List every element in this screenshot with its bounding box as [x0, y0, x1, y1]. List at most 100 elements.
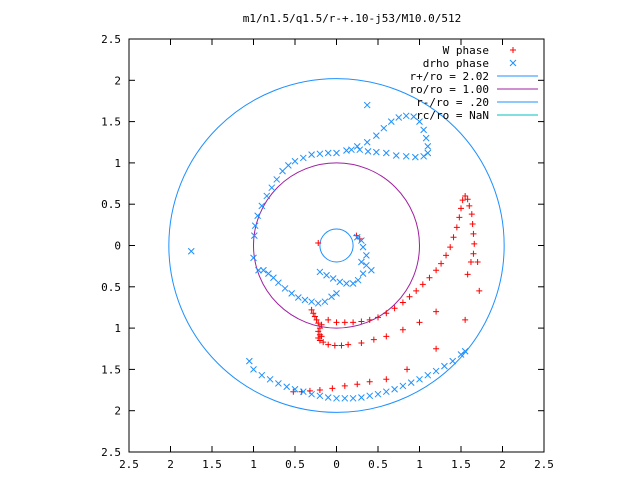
- w-phase-point: [338, 342, 345, 349]
- w-phase-point: [383, 376, 390, 383]
- drho-phase-point: [353, 143, 361, 150]
- drho-phase-point: [268, 184, 276, 192]
- drho-phase-point: [391, 385, 398, 393]
- drho-phase-point: [275, 279, 282, 287]
- drho-phase-point: [314, 299, 322, 307]
- drho-phase-point: [372, 132, 380, 139]
- w-phase-point: [308, 306, 315, 313]
- w-phase-point: [358, 339, 365, 346]
- drho-phase-point: [395, 114, 403, 121]
- drho-phase-point: [349, 394, 357, 402]
- drho-phase-point: [343, 280, 350, 287]
- legend-label: drho phase: [423, 57, 489, 70]
- w-phase-point: [315, 240, 322, 247]
- w-phase-point: [476, 287, 483, 294]
- reference-circle: [168, 78, 505, 413]
- w-phase-point: [325, 316, 332, 323]
- drho-phase-point: [308, 298, 315, 306]
- drho-phase-point: [402, 152, 410, 160]
- w-phase-point: [469, 221, 476, 228]
- drho-phase-point: [387, 118, 395, 125]
- drho-phase-point: [329, 275, 337, 282]
- w-phase-point: [433, 345, 440, 352]
- w-phase-point: [399, 299, 406, 306]
- w-phase-point: [433, 308, 440, 315]
- w-phase-point: [443, 252, 450, 259]
- w-phase-point: [290, 388, 297, 395]
- w-phase-point: [366, 378, 373, 385]
- drho-phase-point: [422, 134, 430, 142]
- y-tick-label: 0.5: [101, 198, 121, 211]
- x-tick-label: 2.5: [119, 458, 139, 471]
- drho-phase-point: [260, 266, 267, 274]
- drho-phase-point: [255, 266, 262, 274]
- drho-phase-point: [250, 232, 258, 239]
- w-phase-point: [313, 316, 320, 323]
- w-phase-point: [325, 341, 332, 348]
- drho-phase-point: [416, 375, 423, 383]
- drho-phase-point: [254, 212, 262, 220]
- drho-phase-point: [353, 233, 361, 241]
- drho-phase-point: [356, 146, 364, 154]
- drho-phase-point: [424, 371, 432, 379]
- drho-phase-point: [420, 126, 428, 134]
- drho-phase-point: [432, 367, 440, 375]
- drho-phase-point: [410, 113, 418, 120]
- w-phase-point: [413, 287, 420, 294]
- w-phase-point: [310, 310, 317, 317]
- reference-circle: [319, 228, 354, 263]
- w-phase-point: [341, 319, 348, 326]
- w-phase-point: [399, 326, 406, 333]
- legend-label: W phase: [443, 44, 489, 57]
- drho-phase-point: [323, 271, 330, 279]
- w-phase-point: [471, 240, 478, 247]
- legend-label: r-/ro = .20: [416, 96, 489, 109]
- drho-phase-point: [341, 394, 349, 402]
- w-phase-point: [453, 224, 460, 231]
- w-phase-point: [311, 313, 318, 320]
- w-phase-point: [315, 320, 322, 327]
- y-tick-label: 0: [114, 240, 121, 253]
- x-tick-label: 0: [333, 458, 340, 471]
- w-phase-point: [438, 260, 445, 267]
- w-phase-point: [318, 333, 325, 340]
- w-phase-point: [467, 259, 474, 266]
- drho-phase-point: [368, 266, 375, 274]
- w-phase-point: [466, 202, 473, 209]
- drho-phase-point: [358, 394, 365, 401]
- w-phase-point: [315, 328, 322, 335]
- drho-phase-point: [279, 167, 286, 175]
- drho-phase-point: [441, 362, 448, 370]
- drho-phase-point: [316, 392, 324, 400]
- x-tick-label: 1.5: [451, 458, 471, 471]
- drho-phase-point: [291, 157, 299, 165]
- w-phase-point: [383, 333, 390, 340]
- drho-phase-point: [411, 153, 419, 161]
- w-phase-point: [447, 244, 454, 251]
- drho-phase-point: [308, 151, 315, 158]
- w-phase-point: [406, 293, 413, 300]
- drho-phase-point: [316, 268, 324, 276]
- w-phase-point: [510, 47, 516, 53]
- w-phase-point: [464, 196, 471, 203]
- y-tick-label: 2.5: [101, 33, 121, 46]
- drho-phase-point: [328, 293, 335, 301]
- drho-phase-point: [374, 390, 382, 398]
- drho-phase-point: [366, 392, 374, 400]
- drho-phase-point: [291, 385, 299, 393]
- w-phase-point: [341, 382, 348, 389]
- x-tick-label: 2: [499, 458, 506, 471]
- drho-phase-point: [420, 152, 428, 160]
- drho-phase-point: [359, 243, 367, 251]
- x-tick-label: 2: [167, 458, 174, 471]
- w-phase-point: [366, 316, 373, 323]
- w-phase-point: [331, 342, 338, 349]
- w-phase-point: [350, 319, 357, 326]
- drho-phase-point: [308, 390, 315, 398]
- w-phase-point: [354, 381, 361, 388]
- drho-phase-point: [333, 394, 340, 402]
- w-phase-point: [450, 234, 457, 241]
- w-phase-point: [333, 319, 340, 326]
